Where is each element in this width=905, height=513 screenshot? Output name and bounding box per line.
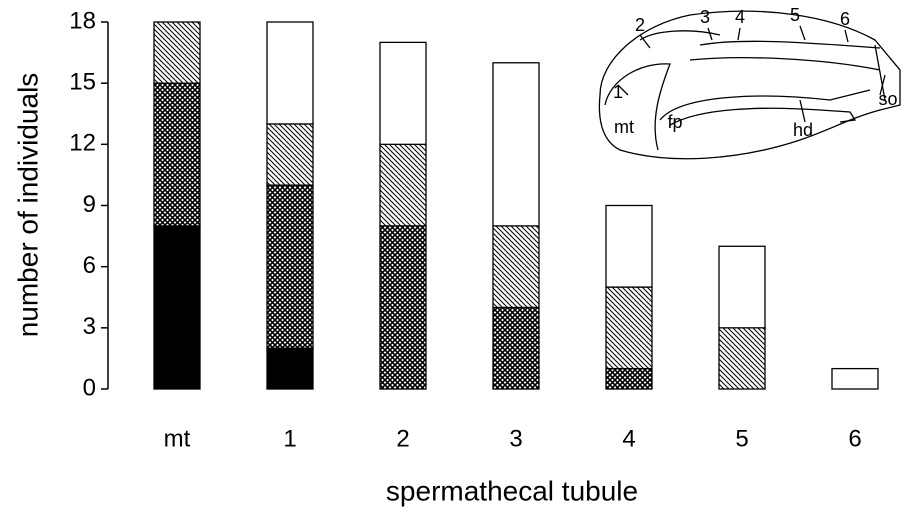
inset-tubules [639,30,886,101]
annotation: 3 [700,7,710,27]
inset-diagram [598,10,901,160]
annotation: fp [667,112,682,132]
annotation: 4 [735,7,745,27]
annotation: mt [614,117,634,137]
x-tick-label: 3 [509,425,522,452]
y-tick-label: 0 [83,374,96,401]
y-axis-title: number of individuals [12,73,43,338]
bar-segment [379,225,427,390]
inset-outline [598,10,901,160]
inset-leaders [617,25,886,123]
x-axis-title: spermathecal tubule [386,475,638,506]
x-tick-label: 1 [283,425,296,452]
x-tick-label: 5 [735,425,748,452]
y-tick-label: 9 [83,191,96,218]
bar-segment [605,367,653,390]
annotation: so [878,89,897,109]
annotation: 5 [790,5,800,25]
inset-fp [659,89,871,126]
annotation: 1 [613,82,623,102]
x-tick-label: 2 [396,425,409,452]
bar-segment [379,143,427,227]
y-tick-label: 15 [69,69,96,96]
y-tick-label: 18 [69,7,96,34]
bar-segment [492,225,540,309]
bar-segment [718,327,766,390]
annotation: hd [793,120,813,140]
bar-segment [153,21,201,84]
x-tick-label: mt [164,425,191,452]
x-tick-label: 4 [622,425,635,452]
inset-mt [604,63,671,151]
bar-segment [266,21,314,125]
bar-segment [153,225,201,390]
annotation: 2 [635,15,645,35]
bar-segment [492,306,540,390]
bar-segment [718,245,766,329]
y-tick-label: 12 [69,130,96,157]
bar-segment [266,184,314,349]
bar-segment [153,82,201,227]
bar-segment [605,204,653,288]
annotation: 6 [840,9,850,29]
bar-segment [605,286,653,370]
bar-segment [831,367,879,390]
bar-segment [379,41,427,145]
bar-segment [266,347,314,390]
bar-segment [492,62,540,227]
y-tick-label: 6 [83,252,96,279]
bar-segment [266,123,314,186]
x-tick-label: 6 [848,425,861,452]
y-tick-label: 3 [83,313,96,340]
